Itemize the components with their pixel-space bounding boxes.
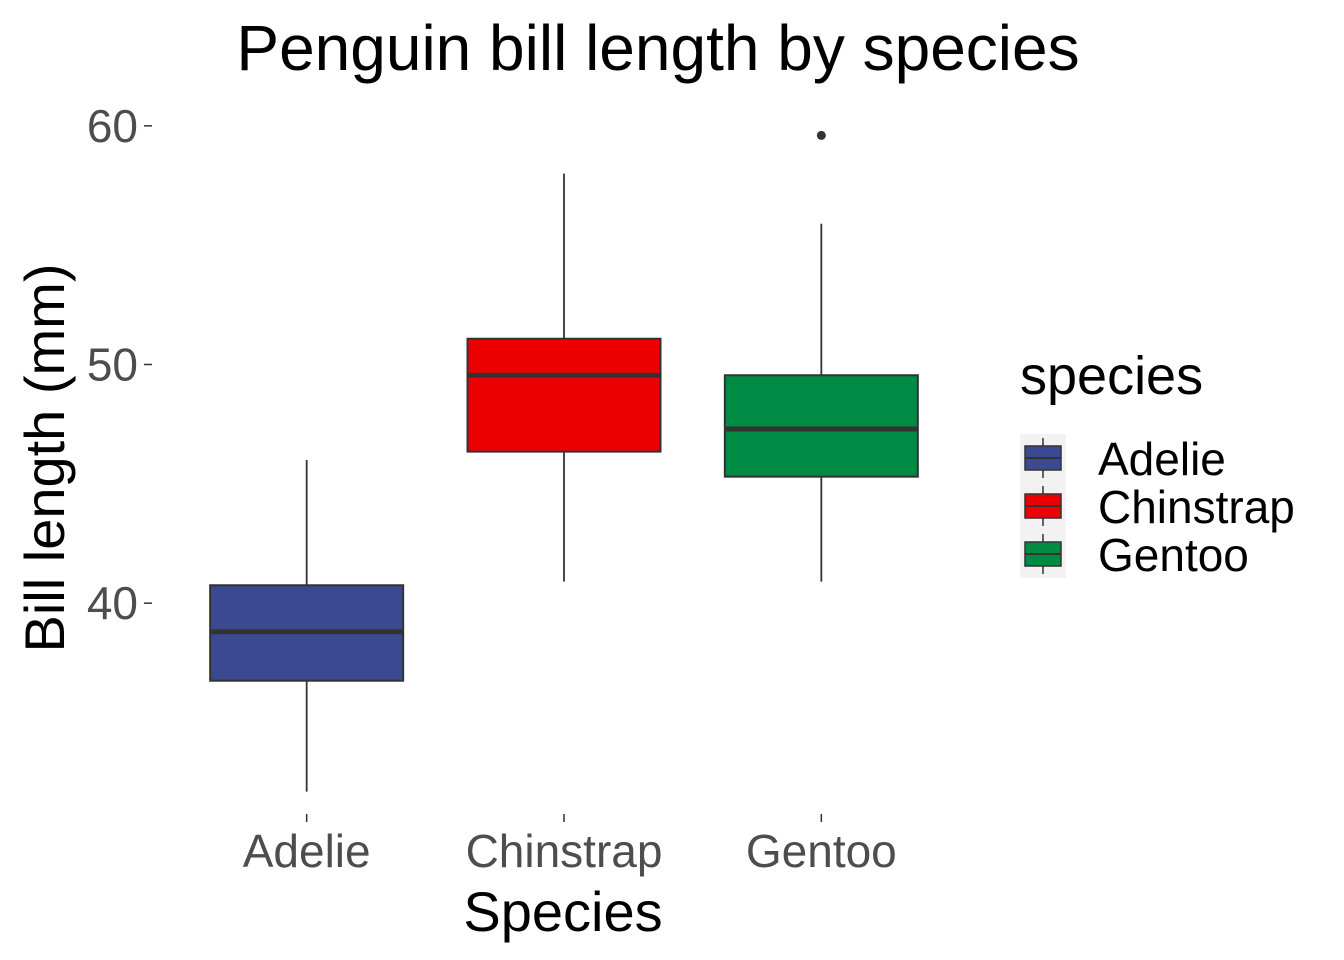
y-axis-title: Bill length (mm) — [13, 264, 76, 653]
box-body — [723, 374, 919, 478]
legend-entry-adelie: Adelie — [1024, 433, 1226, 485]
x-tick-label: Gentoo — [746, 825, 897, 877]
x-tick-label: Chinstrap — [466, 825, 663, 877]
box-chinstrap — [466, 173, 662, 582]
legend-entry-chinstrap: Chinstrap — [1024, 481, 1295, 533]
outlier-point — [816, 130, 826, 140]
y-axis: 40 50 60 — [87, 100, 152, 629]
x-axis: Adelie Chinstrap Gentoo — [243, 814, 897, 877]
box-body — [466, 337, 662, 453]
box-gentoo — [723, 130, 919, 582]
chart-title: Penguin bill length by species — [236, 12, 1079, 84]
x-axis-title: Species — [463, 880, 662, 943]
legend-label: Chinstrap — [1098, 481, 1295, 533]
plot-area — [209, 130, 919, 792]
y-tick-label: 50 — [87, 339, 138, 391]
y-tick-label: 60 — [87, 100, 138, 152]
x-tick-label: Adelie — [243, 825, 371, 877]
legend-label: Adelie — [1098, 433, 1226, 485]
legend-title: species — [1020, 346, 1203, 406]
y-tick-label: 40 — [87, 577, 138, 629]
legend-entry-gentoo: Gentoo — [1024, 529, 1249, 581]
legend-label: Gentoo — [1098, 529, 1249, 581]
box-adelie — [209, 459, 405, 792]
